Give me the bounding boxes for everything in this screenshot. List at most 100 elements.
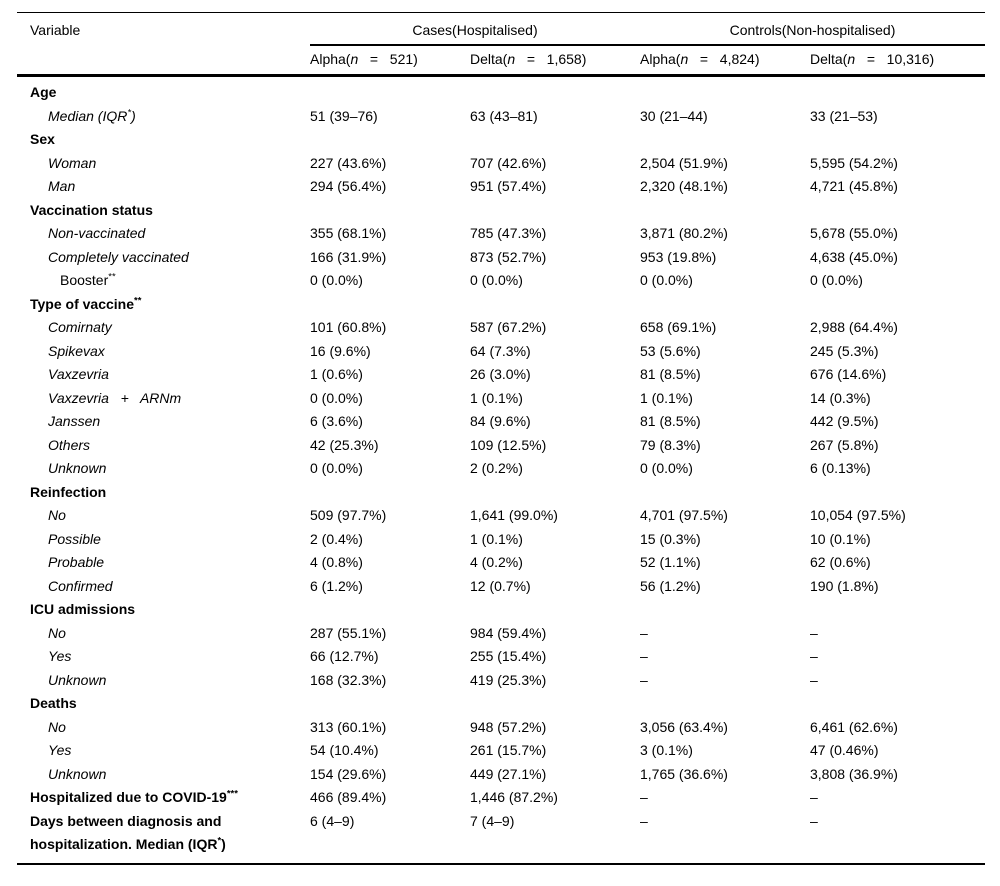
- row-label: Others: [17, 434, 310, 458]
- cell-value: 51 (39–76): [310, 107, 378, 124]
- table-row: Probable 4 (0.8%) 4 (0.2%) 52 (1.1%) 62 (0.6…: [17, 551, 985, 575]
- cell-value: 287 (55.1%): [310, 624, 387, 641]
- subheader-row: Alpha(n = 521) Delta(n = 1,658) Alpha(n = …: [17, 45, 985, 77]
- cell-value: 1 (0.1%): [470, 389, 523, 406]
- cell-value: 419 (25.3%): [470, 671, 547, 688]
- row-label: Possible: [17, 528, 310, 552]
- cell-value: 33 (21–53): [810, 107, 878, 124]
- footnote-marker: **: [134, 294, 142, 306]
- text-segment: Hospitalized due to COVID-19: [30, 789, 227, 805]
- table-row: Janssen 6 (3.6%) 84 (9.6%) 81 (8.5%) 442 (9.…: [17, 410, 985, 434]
- cell-value: [310, 692, 470, 716]
- table-header: Variable Cases(Hospitalised) Controls(No…: [17, 12, 985, 77]
- table-row: Unknown 154 (29.6%) 449 (27.1%) 1,765 (36.6…: [17, 763, 985, 787]
- cell-value: 873 (52.7%): [470, 248, 547, 265]
- cell-value: 6,461 (62.6%): [810, 718, 898, 735]
- cell-value: 84 (9.6%): [470, 413, 531, 429]
- cell-value: 79 (8.3%): [640, 436, 701, 453]
- table-row: Comirnaty 101 (60.8%) 587 (67.2%) 658 (69.1…: [17, 316, 985, 340]
- text-segment: Yes: [48, 648, 72, 664]
- table-body: Age Median (IQR*) 51 (39–76) 63 (43–81) 30 (…: [17, 76, 985, 864]
- text-segment: Deaths: [30, 695, 77, 711]
- row-label: Comirnaty: [17, 316, 310, 340]
- cell-value: –: [640, 789, 648, 805]
- table-row: Type of vaccine**: [17, 293, 985, 317]
- cell-value: 3 (0.1%): [640, 742, 693, 758]
- cell-value: [640, 128, 810, 152]
- column-header-4: Delta(n = 10,316): [810, 45, 985, 77]
- cell-value: 81 (8.5%): [640, 366, 701, 382]
- cell-value: –: [810, 812, 818, 829]
- cell-value: 16 (9.6%): [310, 342, 371, 359]
- cell-value: 227 (43.6%): [310, 154, 387, 171]
- cell-value: 0 (0.0%): [470, 272, 523, 288]
- cell-value: [470, 692, 640, 716]
- text-segment: Unknown: [48, 765, 107, 782]
- table-row: Unknown 0 (0.0%) 2 (0.2%) 0 (0.0%) 6 (0.13%): [17, 457, 985, 481]
- text-segment: =: [358, 51, 390, 67]
- table-row: Vaccination status: [17, 199, 985, 223]
- text-segment: Booster: [60, 272, 109, 288]
- cell-value: 47 (0.46%): [810, 742, 879, 758]
- cell-value: 42 (25.3%): [310, 436, 379, 453]
- cell-value: 313 (60.1%): [310, 718, 387, 735]
- column-header-2: Delta(n = 1,658): [470, 45, 640, 77]
- text-segment: n: [507, 51, 516, 67]
- cell-value: 63 (43–81): [470, 107, 538, 124]
- cell-value: [310, 128, 470, 152]
- row-label: Unknown: [17, 669, 310, 693]
- cell-value: –: [640, 624, 648, 641]
- cell-value: [470, 128, 640, 152]
- cell-value: 3,808 (36.9%): [810, 765, 898, 782]
- cell-value: 53 (5.6%): [640, 342, 701, 359]
- cell-value: 5,595 (54.2%): [810, 154, 898, 171]
- table-row: Median (IQR*) 51 (39–76) 63 (43–81) 30 (21–…: [17, 105, 985, 129]
- cell-value: –: [640, 648, 648, 664]
- cell-value: 54 (10.4%): [310, 742, 379, 758]
- cell-value: 15 (0.3%): [640, 530, 701, 547]
- table-row: Sex: [17, 128, 985, 152]
- text-segment: Unknown: [48, 671, 107, 688]
- cell-value: 466 (89.4%): [310, 789, 387, 805]
- cell-value: 0 (0.0%): [640, 272, 693, 288]
- cell-value: 6 (3.6%): [310, 413, 363, 429]
- table-row: No 313 (60.1%) 948 (57.2%) 3,056 (63.4%) 6,4…: [17, 716, 985, 740]
- text-segment: Vaccination status: [30, 201, 153, 218]
- cell-value: –: [810, 789, 818, 805]
- cell-value: 101 (60.8%): [310, 319, 387, 335]
- cell-value: [310, 598, 470, 622]
- table-row: Yes 66 (12.7%) 255 (15.4%) – –: [17, 645, 985, 669]
- cell-value: 109 (12.5%): [470, 436, 547, 453]
- cell-value: 785 (47.3%): [470, 225, 547, 241]
- table-row: Booster** 0 (0.0%) 0 (0.0%) 0 (0.0%) 0 (0.0%…: [17, 269, 985, 293]
- text-segment: Confirmed: [48, 577, 113, 594]
- cell-value: [810, 293, 985, 317]
- cell-value: 30 (21–44): [640, 107, 708, 124]
- row-label: ICU admissions: [17, 598, 310, 622]
- cell-value: 267 (5.8%): [810, 436, 879, 453]
- cell-value: 587 (67.2%): [470, 319, 547, 335]
- group-header-controls: Controls(Non-hospitalised): [640, 12, 985, 46]
- cell-value: [810, 199, 985, 223]
- row-label: Unknown: [17, 763, 310, 787]
- text-segment: n: [350, 51, 359, 67]
- text-segment: =: [688, 51, 720, 67]
- text-segment: Median (IQR: [48, 107, 128, 124]
- text-segment: Man: [48, 178, 76, 194]
- text-segment: Alpha(: [640, 51, 681, 67]
- group-header-row: Variable Cases(Hospitalised) Controls(No…: [17, 12, 985, 46]
- cell-value: 984 (59.4%): [470, 624, 547, 641]
- cell-value: 190 (1.8%): [810, 577, 879, 594]
- cell-value: 64 (7.3%): [470, 342, 531, 359]
- cell-value: [470, 598, 640, 622]
- cell-value: [640, 692, 810, 716]
- row-label: Non-vaccinated: [17, 222, 310, 246]
- cell-value: 7 (4–9): [470, 812, 515, 829]
- cell-value: [470, 76, 640, 105]
- text-segment: Sex: [30, 131, 55, 147]
- row-label: No: [17, 622, 310, 646]
- row-label: Man: [17, 175, 310, 199]
- table-row: Woman 227 (43.6%) 707 (42.6%) 2,504 (51.9%)…: [17, 152, 985, 176]
- cell-value: 4 (0.8%): [310, 554, 363, 570]
- footnote-marker: *: [217, 835, 222, 847]
